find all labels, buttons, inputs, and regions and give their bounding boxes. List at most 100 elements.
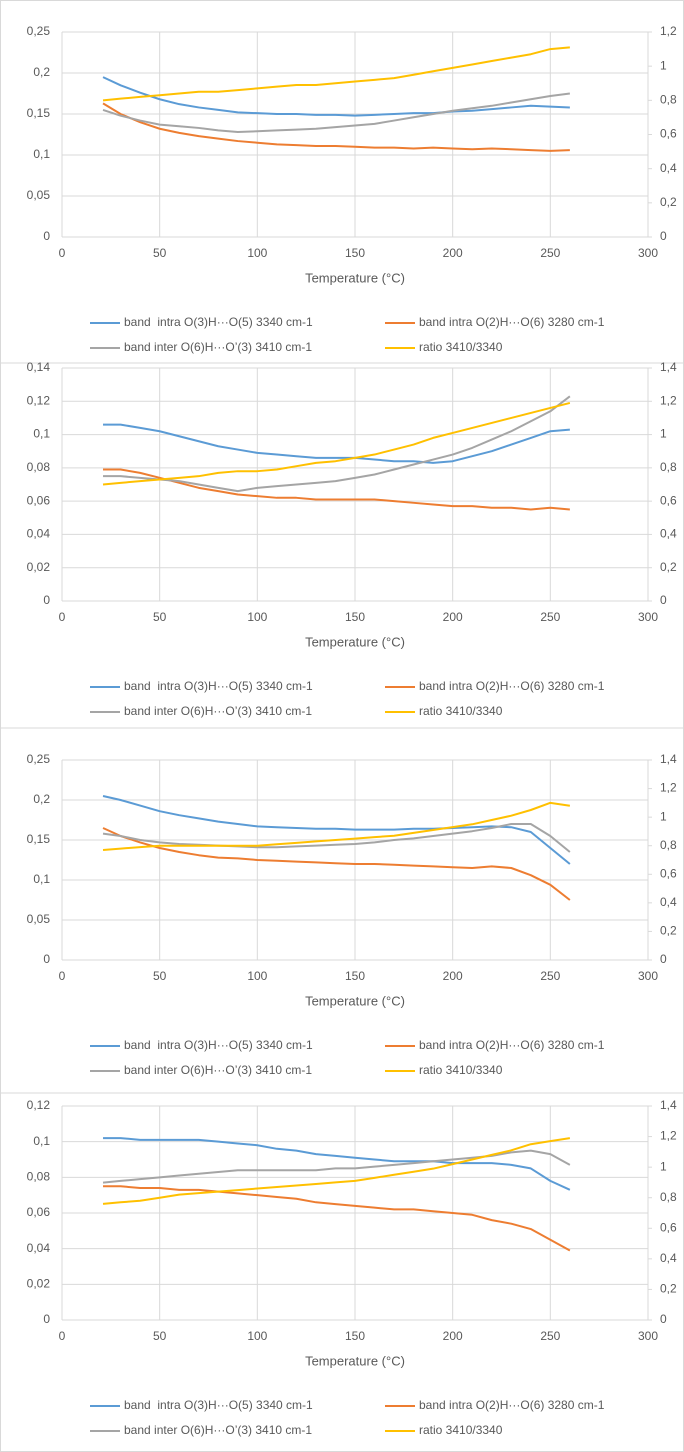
y2-tick-label: 0,4 — [660, 895, 677, 909]
x-tick-label: 300 — [638, 610, 658, 624]
y-tick-label: 0,1 — [33, 147, 50, 161]
y2-tick-label: 1,2 — [660, 781, 677, 795]
y2-tick-label: 0,8 — [660, 1190, 677, 1204]
x-tick-label: 100 — [247, 246, 267, 260]
y2-tick-label: 1,2 — [660, 393, 677, 407]
x-tick-label: 250 — [540, 969, 560, 983]
y-tick-label: 0,25 — [27, 24, 51, 38]
x-tick-label: 150 — [345, 969, 365, 983]
y2-tick-label: 0,2 — [660, 560, 677, 574]
y2-tick-label: 0,4 — [660, 161, 677, 175]
x-tick-label: 0 — [59, 969, 66, 983]
x-tick-label: 250 — [540, 1329, 560, 1343]
y-tick-label: 0 — [43, 1312, 50, 1326]
y-tick-label: 0,2 — [33, 65, 50, 79]
legend-label: band intra O(3)H···O(5) 3340 cm-1 — [124, 315, 313, 329]
x-tick-label: 100 — [247, 969, 267, 983]
x-tick-label: 50 — [153, 1329, 167, 1343]
y-tick-label: 0,05 — [27, 912, 51, 926]
x-tick-label: 50 — [153, 246, 167, 260]
x-tick-label: 0 — [59, 610, 66, 624]
x-tick-label: 150 — [345, 610, 365, 624]
x-tick-label: 50 — [153, 610, 167, 624]
y-tick-label: 0 — [43, 952, 50, 966]
y-tick-label: 0,1 — [33, 427, 50, 441]
y-tick-label: 0,06 — [27, 1205, 51, 1219]
legend-label: ratio 3410/3340 — [419, 340, 503, 354]
y2-tick-label: 1,4 — [660, 1098, 677, 1112]
y2-tick-label: 0 — [660, 229, 667, 243]
x-tick-label: 300 — [638, 969, 658, 983]
y2-tick-label: 1 — [660, 809, 667, 823]
y-tick-label: 0,04 — [27, 1241, 51, 1255]
series-line — [103, 1137, 571, 1191]
y2-tick-label: 0,2 — [660, 924, 677, 938]
y2-tick-label: 0 — [660, 952, 667, 966]
x-tick-label: 300 — [638, 246, 658, 260]
legend-label: band intra O(3)H···O(5) 3340 cm-1 — [124, 679, 313, 693]
series-line — [103, 468, 570, 511]
y2-tick-label: 1,4 — [660, 360, 677, 374]
y-tick-label: 0,02 — [27, 560, 51, 574]
y-tick-label: 0,15 — [27, 832, 51, 846]
legend-label: band inter O(6)H···O’(3) 3410 cm-1 — [124, 1423, 312, 1437]
x-axis-title: Temperature (°C) — [305, 270, 405, 285]
x-tick-label: 100 — [247, 1329, 267, 1343]
legend-label: band intra O(2)H···O(6) 3280 cm-1 — [419, 1398, 605, 1412]
series-line — [102, 92, 570, 134]
series-line — [102, 401, 571, 486]
y2-tick-label: 0,2 — [660, 1282, 677, 1296]
y2-tick-label: 1 — [660, 58, 667, 72]
y2-tick-label: 0,6 — [660, 1220, 677, 1234]
y2-tick-label: 0,8 — [660, 460, 677, 474]
x-tick-label: 100 — [247, 610, 267, 624]
y2-tick-label: 0,6 — [660, 866, 677, 880]
series-line — [102, 827, 571, 901]
y2-tick-label: 0,6 — [660, 127, 677, 141]
y-tick-label: 0,12 — [27, 1098, 51, 1112]
x-tick-label: 200 — [443, 969, 463, 983]
y-tick-label: 0,08 — [27, 460, 51, 474]
y-tick-label: 0,15 — [27, 106, 51, 120]
x-tick-label: 0 — [59, 1329, 66, 1343]
y-tick-label: 0 — [43, 229, 50, 243]
y2-tick-label: 0,4 — [660, 1251, 677, 1265]
y2-tick-label: 0,8 — [660, 93, 677, 107]
legend-label: band intra O(2)H···O(6) 3280 cm-1 — [419, 1038, 605, 1052]
y2-tick-label: 0 — [660, 1312, 667, 1326]
y-tick-label: 0,1 — [33, 872, 50, 886]
series-line — [102, 801, 571, 851]
y2-tick-label: 1,2 — [660, 1129, 677, 1143]
y2-tick-label: 1,4 — [660, 752, 677, 766]
y2-tick-label: 0,6 — [660, 493, 677, 507]
series-line — [102, 102, 570, 152]
y-tick-label: 0,14 — [27, 360, 51, 374]
x-tick-label: 250 — [540, 610, 560, 624]
series-line — [102, 795, 571, 865]
x-axis-title: Temperature (°C) — [305, 634, 405, 649]
x-tick-label: 150 — [345, 246, 365, 260]
x-tick-label: 50 — [153, 969, 167, 983]
x-tick-label: 300 — [638, 1329, 658, 1343]
y-tick-label: 0,08 — [27, 1170, 51, 1184]
legend-label: band intra O(3)H···O(5) 3340 cm-1 — [124, 1038, 313, 1052]
y2-tick-label: 0,8 — [660, 838, 677, 852]
y-tick-label: 0,02 — [27, 1277, 51, 1291]
legend-label: ratio 3410/3340 — [419, 1423, 503, 1437]
legend-label: band inter O(6)H···O’(3) 3410 cm-1 — [124, 340, 312, 354]
x-tick-label: 0 — [59, 246, 66, 260]
legend-label: ratio 3410/3340 — [419, 1063, 503, 1077]
x-tick-label: 200 — [443, 610, 463, 624]
series-line — [103, 395, 571, 493]
y2-tick-label: 1 — [660, 1159, 667, 1173]
legend-label: band intra O(2)H···O(6) 3280 cm-1 — [419, 679, 605, 693]
y-tick-label: 0 — [43, 593, 50, 607]
y-tick-label: 0,05 — [27, 188, 51, 202]
y-tick-label: 0,06 — [27, 493, 51, 507]
y2-tick-label: 1 — [660, 427, 667, 441]
y-tick-label: 0,12 — [27, 393, 51, 407]
y-tick-label: 0,1 — [33, 1134, 50, 1148]
series-line — [102, 823, 571, 853]
x-tick-label: 200 — [443, 246, 463, 260]
